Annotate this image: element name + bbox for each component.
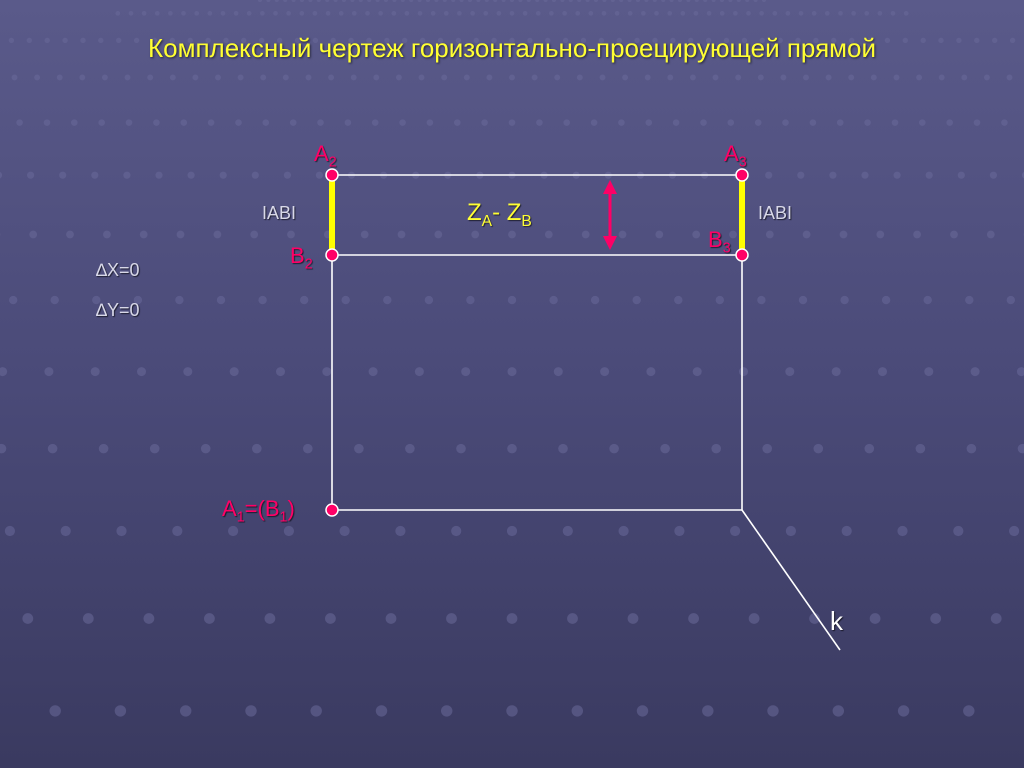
label-A1B1: A1=(B1) [222, 496, 295, 525]
label-abs-right: ΙАВΙ [758, 203, 792, 224]
label-za-zb: ZA- ZB [467, 199, 532, 231]
arrow-head-down [603, 236, 617, 250]
label-delta-x: ∆X=0 [96, 260, 140, 281]
label-B2: B2 [290, 243, 313, 272]
label-A2: A2 [314, 141, 337, 170]
label-k: k [830, 606, 843, 637]
arrow-head-up [603, 180, 617, 194]
page-title: Комплексный чертеж горизонтально-проецир… [0, 32, 1024, 65]
point-A3 [736, 169, 748, 181]
label-delta-y: ∆Y=0 [96, 300, 140, 321]
point-A2 [326, 169, 338, 181]
point-A1 [326, 504, 338, 516]
label-abs-left: ΙАВΙ [262, 203, 296, 224]
line-k [742, 510, 840, 650]
label-B3: B3 [708, 227, 731, 256]
label-A3: A3 [724, 141, 747, 170]
title-text: Комплексный чертеж горизонтально-проецир… [148, 33, 876, 63]
point-B3 [736, 249, 748, 261]
point-B2 [326, 249, 338, 261]
